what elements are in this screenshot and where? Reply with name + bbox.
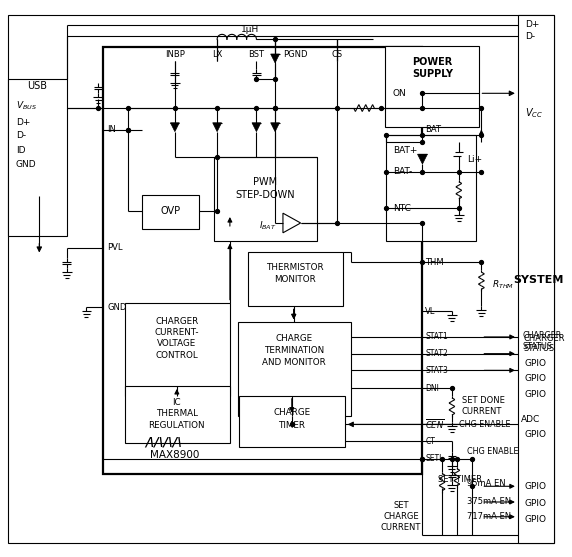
Text: SET DONE: SET DONE (462, 397, 505, 405)
Text: D-: D- (15, 131, 26, 140)
Text: STAT2: STAT2 (426, 349, 448, 358)
Text: D+: D+ (15, 118, 30, 128)
Text: BAT: BAT (426, 125, 442, 134)
Text: GND: GND (15, 159, 37, 169)
Text: CURRENT: CURRENT (380, 523, 421, 532)
Polygon shape (252, 123, 261, 131)
Text: MAX8900: MAX8900 (150, 450, 200, 460)
Text: SUPPLY: SUPPLY (412, 69, 453, 79)
Text: ID: ID (15, 146, 25, 155)
Text: $I_{BAT}$: $I_{BAT}$ (260, 219, 277, 232)
Text: $R_{THM}$: $R_{THM}$ (492, 278, 514, 291)
Text: NTC: NTC (393, 204, 411, 213)
Text: VOLTAGE: VOLTAGE (157, 339, 196, 348)
Text: ADC: ADC (521, 415, 540, 424)
Text: GPIO: GPIO (525, 390, 547, 399)
Text: STAT3: STAT3 (426, 366, 448, 375)
Text: THM: THM (426, 258, 444, 267)
Text: MONITOR: MONITOR (274, 276, 316, 285)
Text: GPIO: GPIO (525, 374, 547, 383)
Bar (214, 157, 317, 241)
Text: VL: VL (426, 307, 436, 316)
Text: OVP: OVP (161, 206, 181, 216)
Bar (103, 47, 423, 475)
Text: CT: CT (426, 437, 435, 446)
Text: GPIO: GPIO (525, 429, 547, 439)
Text: ON: ON (393, 89, 407, 98)
Text: $V_{CC}$: $V_{CC}$ (525, 106, 543, 120)
Bar (385, 46, 479, 126)
Text: BAT+: BAT+ (393, 146, 418, 155)
Text: USB: USB (27, 81, 47, 91)
Text: IC: IC (173, 398, 181, 407)
Text: REGULATION: REGULATION (149, 421, 205, 430)
Polygon shape (283, 213, 301, 233)
Text: SET TIMER: SET TIMER (438, 475, 482, 484)
Text: 375mA EN: 375mA EN (467, 496, 511, 506)
Text: TIMER: TIMER (279, 421, 305, 430)
Bar (8, 79, 67, 236)
Text: D+: D+ (526, 20, 540, 29)
Text: $V_{BUS}$: $V_{BUS}$ (15, 100, 37, 113)
Text: THERMAL: THERMAL (156, 409, 198, 418)
Text: GPIO: GPIO (525, 500, 547, 509)
Text: CHARGER: CHARGER (523, 331, 562, 340)
Bar (248, 252, 343, 306)
Text: BAT-: BAT- (393, 168, 412, 177)
Text: CHG ENABLE: CHG ENABLE (467, 447, 519, 456)
Text: D-: D- (526, 32, 536, 41)
Text: TERMINATION: TERMINATION (264, 346, 324, 355)
Text: GPIO: GPIO (525, 515, 547, 524)
Text: 95mA EN: 95mA EN (467, 479, 505, 488)
Text: STATUS: STATUS (523, 343, 553, 351)
Text: INBP: INBP (165, 50, 185, 58)
Text: AND MONITOR: AND MONITOR (262, 358, 325, 367)
Text: GND: GND (107, 303, 126, 312)
Text: CURRENT-: CURRENT- (154, 328, 199, 336)
Text: GPIO: GPIO (525, 359, 547, 368)
Text: 1μH: 1μH (241, 25, 260, 34)
Text: CS: CS (331, 50, 343, 58)
Text: PVL: PVL (107, 243, 122, 252)
Text: Li+: Li+ (467, 155, 482, 164)
Text: PGND: PGND (284, 50, 308, 58)
Bar (238, 322, 351, 416)
Text: STAT1: STAT1 (426, 333, 448, 341)
Text: 717mA EN: 717mA EN (467, 512, 511, 521)
Text: CHARGER: CHARGER (155, 317, 198, 326)
Bar (386, 135, 476, 241)
Polygon shape (271, 54, 280, 63)
Text: CHARGE: CHARGE (383, 512, 419, 521)
Text: DNI: DNI (426, 384, 439, 393)
Polygon shape (213, 123, 221, 131)
Text: SYSTEM: SYSTEM (513, 275, 563, 285)
Text: BST: BST (248, 50, 264, 58)
Text: CURRENT: CURRENT (462, 407, 502, 416)
Polygon shape (418, 154, 427, 164)
Text: SETI: SETI (426, 455, 442, 463)
Text: PWM: PWM (253, 177, 277, 187)
Text: STEP-DOWN: STEP-DOWN (236, 189, 295, 199)
Text: CHG ENABLE: CHG ENABLE (459, 420, 511, 429)
Bar (518, 14, 554, 543)
Polygon shape (271, 123, 280, 131)
Text: CHARGER: CHARGER (523, 334, 565, 344)
Text: CHARGE: CHARGE (275, 334, 312, 344)
Text: $\overline{CEN}$: $\overline{CEN}$ (426, 417, 445, 431)
Bar (142, 194, 200, 229)
Text: STATUS: STATUS (523, 344, 555, 353)
Text: POWER: POWER (412, 57, 452, 67)
Text: CONTROL: CONTROL (156, 351, 198, 360)
Text: THERMISTOR: THERMISTOR (266, 263, 324, 272)
Polygon shape (170, 123, 179, 131)
Bar (239, 396, 345, 447)
Text: GPIO: GPIO (525, 482, 547, 491)
Text: CHARGE: CHARGE (273, 408, 311, 417)
Text: SET: SET (393, 501, 408, 510)
Text: /\/\/\/\: /\/\/\/\ (145, 436, 182, 448)
Text: LX: LX (212, 50, 223, 58)
Bar (125, 386, 230, 443)
Bar (125, 302, 230, 396)
Text: IN: IN (107, 125, 116, 134)
